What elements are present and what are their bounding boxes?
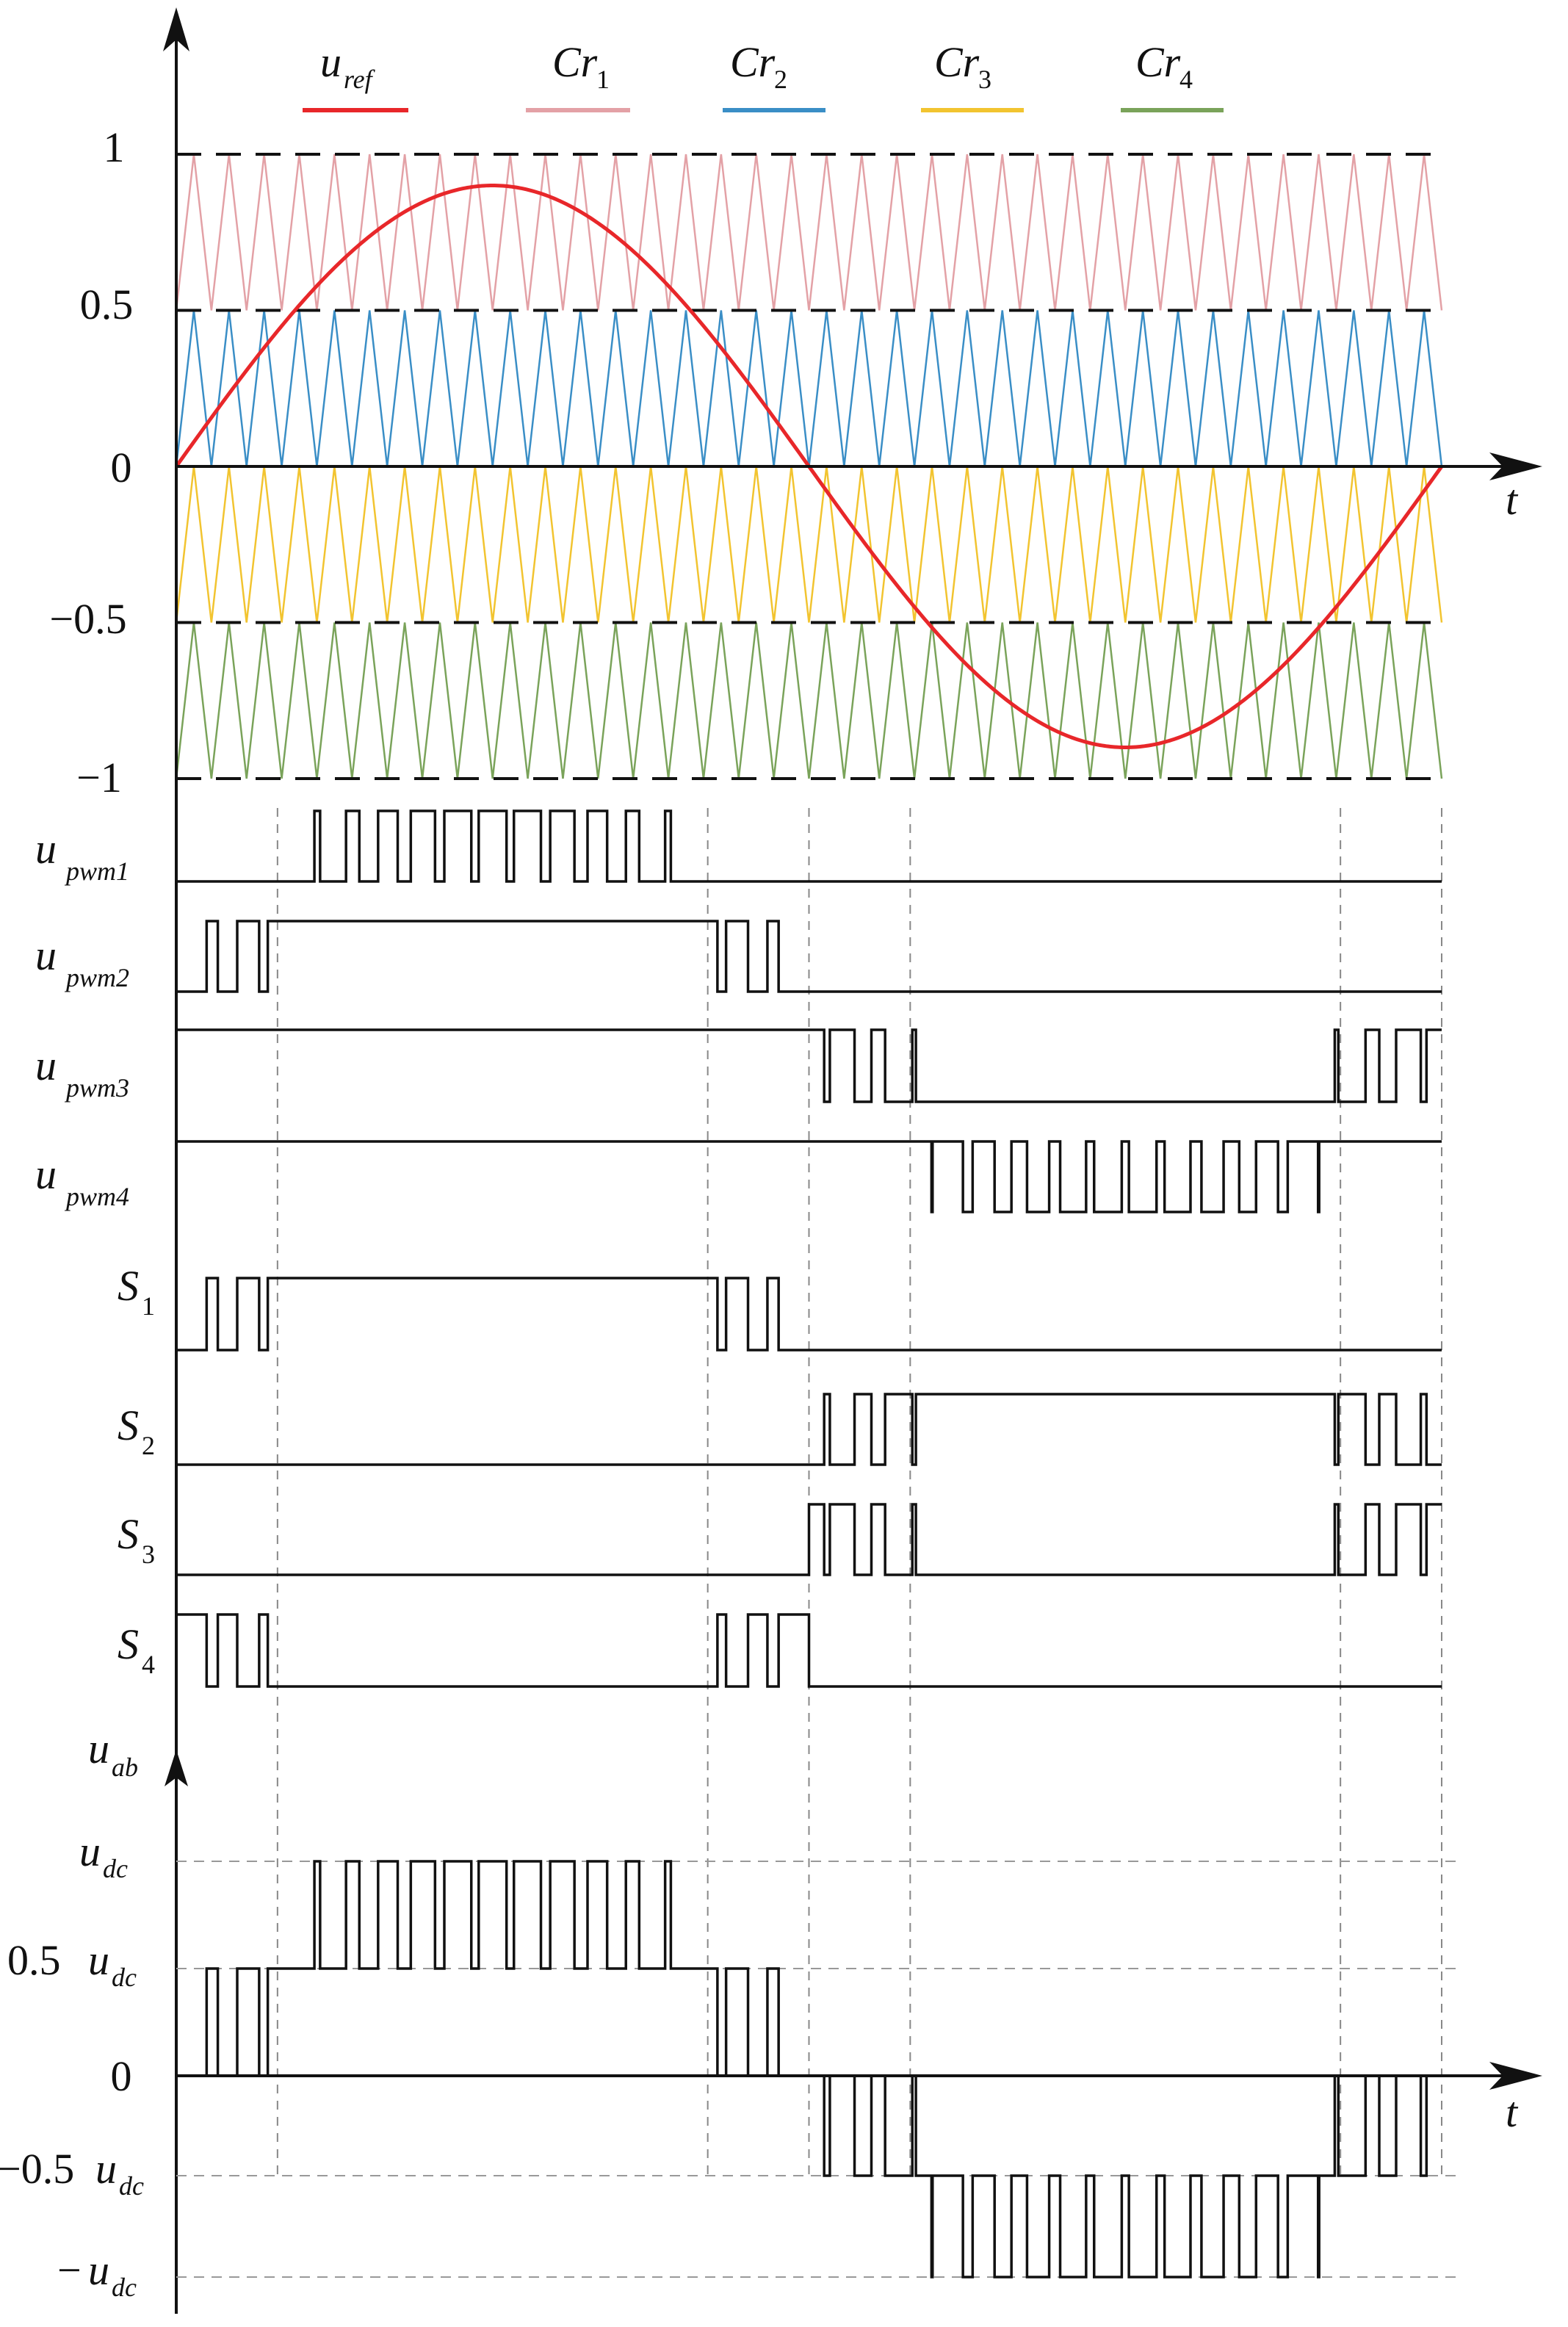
legend-sub-cr3: 3 — [978, 65, 991, 94]
vertical-guide-lines — [276, 808, 1442, 2174]
svg-text:dc: dc — [103, 1854, 128, 1883]
svg-text:pwm3: pwm3 — [64, 1073, 129, 1103]
legend-label-cr4: Cr — [1135, 38, 1181, 86]
legend-item-cr1: Cr 1 — [526, 38, 630, 112]
svg-text:S: S — [118, 1262, 139, 1310]
signal-s3 — [176, 1503, 1442, 1576]
signal-s1 — [176, 1277, 1442, 1352]
legend-item-cr4: Cr 4 — [1121, 38, 1224, 112]
level-dashed-lines — [176, 153, 1442, 780]
svg-text:u: u — [88, 2246, 109, 2294]
legend-sub-cr2: 2 — [774, 65, 787, 94]
svg-text:−: − — [57, 2246, 82, 2294]
output-level-guides — [176, 1861, 1456, 2278]
level-label-0: 0 — [111, 2052, 132, 2100]
signal-upwm4 — [176, 1140, 1442, 1213]
tick-label-0: 0 — [111, 444, 132, 491]
svg-text:pwm1: pwm1 — [64, 856, 129, 886]
legend-sub-uref: ref — [344, 65, 376, 94]
svg-text:0.5: 0.5 — [7, 1936, 61, 1984]
svg-text:4: 4 — [142, 1650, 155, 1679]
label-upwm3: u pwm3 — [35, 1042, 129, 1103]
top-t-label: t — [1506, 476, 1519, 524]
legend-label-cr1: Cr — [552, 38, 598, 86]
svg-text:pwm2: pwm2 — [64, 963, 129, 992]
signal-upwm1 — [176, 809, 1442, 883]
svg-text:dc: dc — [119, 2171, 144, 2201]
tick-label-neg0.5: −0.5 — [49, 595, 126, 643]
svg-text:−0.5: −0.5 — [0, 2145, 74, 2193]
svg-text:ab: ab — [112, 1753, 138, 1782]
label-upwm4: u pwm4 — [35, 1150, 129, 1211]
carrier-plot: t 1 0.5 0 −0.5 −1 — [49, 123, 1542, 801]
top-time-axis-arrow — [1489, 452, 1542, 480]
output-voltage-plot: t u ab u dc 0.5 u dc 0 −0.5 u dc − u dc — [0, 1725, 1542, 2302]
legend-label-cr2: Cr — [730, 38, 776, 86]
label-s4: S 4 — [118, 1620, 155, 1679]
level-label-udc: u dc — [79, 1828, 128, 1883]
svg-text:u: u — [35, 1150, 57, 1198]
carrier-cr4 — [175, 622, 1443, 779]
legend: u ref Cr 1 Cr 2 Cr 3 Cr 4 — [303, 38, 1224, 112]
svg-text:u: u — [35, 931, 57, 979]
svg-text:u: u — [35, 825, 57, 873]
svg-text:3: 3 — [142, 1540, 155, 1569]
vertical-axis-arrow — [163, 7, 189, 51]
tick-label-0.5: 0.5 — [80, 281, 134, 328]
svg-text:u: u — [35, 1042, 57, 1089]
level-label-neg0.5udc: −0.5 u dc — [0, 2145, 144, 2201]
legend-label-uref: u — [320, 38, 342, 86]
carrier-cr2 — [175, 310, 1443, 467]
svg-text:u: u — [95, 2145, 117, 2193]
legend-item-uref: u ref — [303, 38, 408, 112]
svg-text:pwm4: pwm4 — [64, 1182, 129, 1211]
svg-text:S: S — [118, 1510, 139, 1558]
svg-text:u: u — [88, 1725, 109, 1772]
level-label-0.5udc: 0.5 u dc — [7, 1936, 137, 1992]
svg-text:dc: dc — [112, 1963, 137, 1992]
bottom-axis-arrow — [165, 1750, 188, 1786]
svg-text:0: 0 — [111, 2052, 132, 2100]
svg-text:dc: dc — [112, 2273, 137, 2302]
bottom-t-label: t — [1506, 2088, 1519, 2136]
signal-s4 — [176, 1613, 1442, 1688]
output-voltage-waveform — [176, 1860, 1442, 2279]
carrier-cr1 — [175, 154, 1443, 311]
svg-text:u: u — [88, 1936, 109, 1984]
uab-axis-label: u ab — [88, 1725, 138, 1782]
signal-upwm3 — [176, 1028, 1442, 1103]
label-upwm2: u pwm2 — [35, 931, 129, 992]
legend-label-cr3: Cr — [934, 38, 980, 86]
tick-label-neg1: −1 — [76, 754, 122, 801]
tick-label-1: 1 — [104, 123, 125, 171]
legend-sub-cr4: 4 — [1179, 65, 1193, 94]
level-label-negudc: − u dc — [57, 2246, 137, 2302]
signal-s2 — [176, 1393, 1442, 1466]
label-s3: S 3 — [118, 1510, 155, 1569]
svg-text:u: u — [79, 1828, 101, 1875]
legend-item-cr3: Cr 3 — [921, 38, 1024, 112]
carrier-cr3 — [175, 466, 1443, 623]
svg-text:2: 2 — [142, 1431, 155, 1460]
label-s1: S 1 — [118, 1262, 155, 1321]
bottom-time-axis-arrow — [1489, 2062, 1542, 2090]
svg-text:1: 1 — [142, 1291, 155, 1321]
svg-text:S: S — [118, 1620, 139, 1668]
legend-sub-cr1: 1 — [596, 65, 610, 94]
label-upwm1: u pwm1 — [35, 825, 129, 886]
label-s2: S 2 — [118, 1401, 155, 1460]
svg-text:S: S — [118, 1401, 139, 1449]
signal-upwm2 — [176, 920, 1442, 993]
switching-signals — [176, 809, 1442, 1688]
signal-labels: u pwm1 u pwm2 u pwm3 u pwm4 S 1 S 2 S 3 … — [35, 825, 155, 1679]
legend-item-cr2: Cr 2 — [723, 38, 825, 112]
